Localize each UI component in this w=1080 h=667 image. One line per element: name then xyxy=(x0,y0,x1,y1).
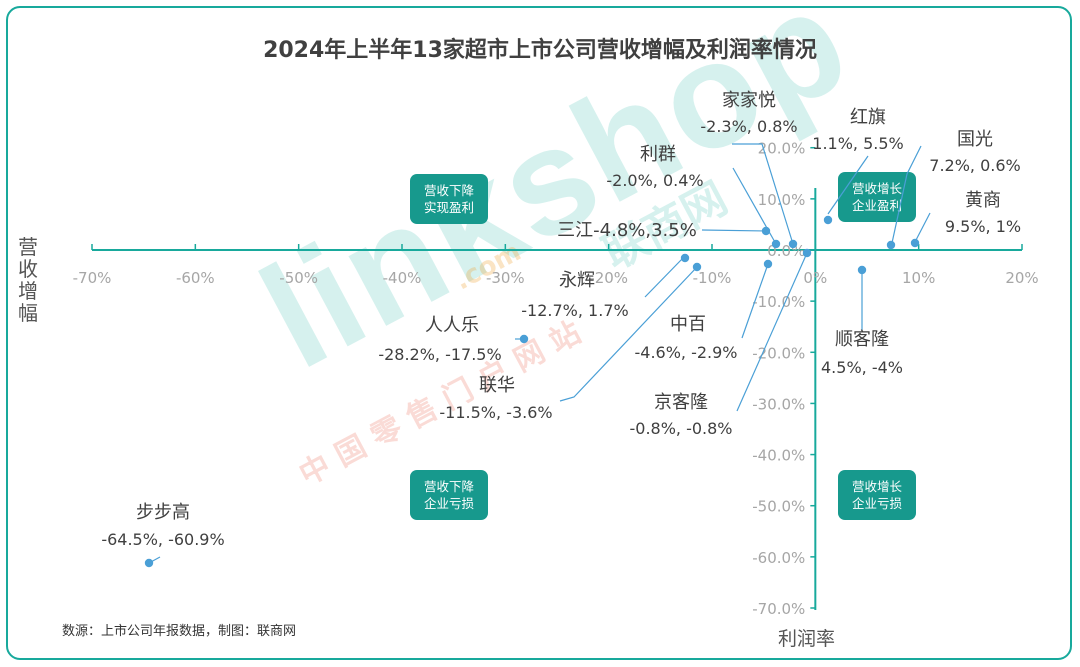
source-note: 数源：上市公司年报数据，制图：联商网 xyxy=(62,624,297,639)
quadrant-line1: 营收增长 xyxy=(851,181,902,196)
data-point xyxy=(761,226,771,236)
data-point xyxy=(763,259,773,269)
leader-line xyxy=(741,263,769,339)
point-name-label: 黄商 xyxy=(965,190,1001,211)
leader-line xyxy=(827,155,869,215)
y-tick-label: -60.0% xyxy=(752,549,805,567)
x-tick-label: -10% xyxy=(693,269,732,287)
y-axis-label: 营收增幅 xyxy=(18,235,38,325)
point-name-label: 国光 xyxy=(957,129,993,150)
point-value-label: -2.0%, 0.4% xyxy=(606,171,703,190)
leader-line xyxy=(891,145,922,244)
point-value-label: -4.6%, -2.9% xyxy=(634,343,737,362)
data-point xyxy=(692,262,702,272)
x-tick-label: -50% xyxy=(279,269,318,287)
data-point xyxy=(519,334,529,344)
chart-title: 2024年上半年13家超市上市公司营收增幅及利润率情况 xyxy=(263,38,817,63)
point-value-label: 1.1%, 5.5% xyxy=(812,134,903,153)
point-value-label: -28.2%, -17.5% xyxy=(378,345,501,364)
x-axis-label: 利润率 xyxy=(778,628,836,650)
data-point xyxy=(802,248,812,258)
x-tick-label: 20% xyxy=(1005,269,1038,287)
quadrant-box-bottom-right: 营收增长 企业亏损 xyxy=(838,470,916,520)
point-label: 三江-4.8%,3.5% xyxy=(557,220,697,241)
leader-line xyxy=(914,212,931,243)
y-tick-label: 20.0% xyxy=(758,140,806,158)
x-tick-label: 10% xyxy=(902,269,935,287)
point-name-label: 联华 xyxy=(479,375,515,396)
x-tick-label: -70% xyxy=(73,269,112,287)
quadrant-line2: 企业盈利 xyxy=(851,198,902,213)
point-value-label: -64.5%, -60.9% xyxy=(101,530,224,549)
leader-line xyxy=(736,252,808,412)
point-name-label: 京客隆 xyxy=(654,392,708,413)
quadrant-line1: 营收增长 xyxy=(851,479,902,494)
quadrant-line1: 营收下降 xyxy=(423,183,474,198)
quadrant-line2: 实现盈利 xyxy=(423,200,474,215)
data-point xyxy=(144,558,154,568)
point-name-label: 利群 xyxy=(640,144,676,165)
leader-line xyxy=(559,266,698,402)
data-point xyxy=(886,240,896,250)
chart-frame xyxy=(6,6,1072,660)
y-tick-label: -30.0% xyxy=(752,395,805,413)
point-value-label: 4.5%, -4% xyxy=(821,358,903,377)
point-value-label: 9.5%, 1% xyxy=(945,217,1021,236)
leader-line xyxy=(701,229,767,232)
quadrant-line1: 营收下降 xyxy=(423,479,474,494)
quadrant-line2: 企业亏损 xyxy=(423,496,474,511)
y-tick-label: -70.0% xyxy=(752,600,805,618)
quadrant-line2: 企业亏损 xyxy=(851,496,902,511)
point-value-label: 7.2%, 0.6% xyxy=(929,156,1020,175)
point-name-label: 步步高 xyxy=(136,502,190,523)
y-tick-label: -40.0% xyxy=(752,447,805,465)
point-name-label: 顺客隆 xyxy=(835,329,889,350)
point-value-label: -11.5%, -3.6% xyxy=(439,403,552,422)
x-tick-label: -30% xyxy=(486,269,525,287)
y-tick-label: 10.0% xyxy=(758,191,806,209)
point-value-label: -2.3%, 0.8% xyxy=(700,117,797,136)
quadrant-box-bottom-left: 营收下降 企业亏损 xyxy=(410,470,488,520)
data-point xyxy=(823,215,833,225)
data-point xyxy=(771,239,781,249)
data-point xyxy=(910,238,920,248)
point-name-label: 人人乐 xyxy=(425,315,479,336)
leader-line xyxy=(732,143,794,245)
x-tick-label: 0% xyxy=(803,269,827,287)
point-name-label: 红旗 xyxy=(850,107,886,128)
quadrant-box-top-right: 营收增长 企业盈利 xyxy=(838,172,916,222)
y-tick-label: -10.0% xyxy=(752,293,805,311)
data-point xyxy=(680,253,690,263)
point-value-label: -12.7%, 1.7% xyxy=(521,301,628,320)
x-tick-label: -60% xyxy=(176,269,215,287)
point-name-label: 永辉 xyxy=(559,270,595,291)
point-value-label: -0.8%, -0.8% xyxy=(629,419,732,438)
x-tick-label: -40% xyxy=(383,269,422,287)
data-point xyxy=(857,265,867,275)
y-tick-label: -20.0% xyxy=(752,344,805,362)
point-name-label: 家家悦 xyxy=(722,90,776,111)
y-tick-label: -50.0% xyxy=(752,498,805,516)
leader-line xyxy=(644,257,684,298)
x-tick-label: -20% xyxy=(589,269,628,287)
quadrant-box-top-left: 营收下降 实现盈利 xyxy=(410,174,488,224)
point-name-label: 中百 xyxy=(670,314,706,335)
data-point xyxy=(788,239,798,249)
